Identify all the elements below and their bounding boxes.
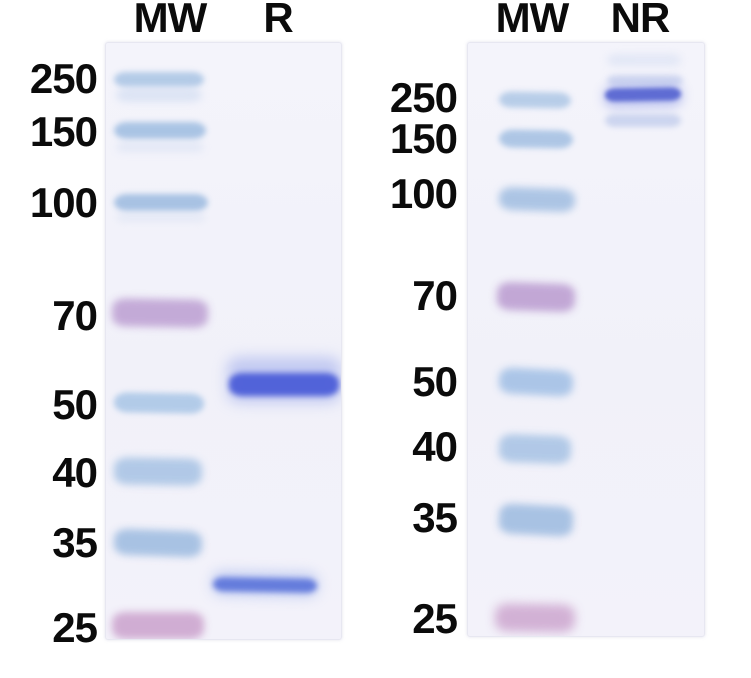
gel-non-reduced-lane-label-nr: NR <box>610 0 671 41</box>
gel-non-reduced-lane-mw-band-250 <box>498 91 572 109</box>
gel-reduced-lane-r-band-lower <box>212 577 318 593</box>
gel-reduced-lane-mw-band-50 <box>113 392 205 414</box>
gel-non-reduced-lane-label-mw: MW <box>495 0 570 41</box>
gel-non-reduced-lane-mw-band-35 <box>498 503 574 537</box>
gel-non-reduced-lane-mw-band-150 <box>498 129 574 149</box>
gel-non-reduced-lane-nr-band-smear-top <box>607 54 681 66</box>
gel-non-reduced-lane-nr-band-upper-faint <box>607 75 683 86</box>
gel-reduced-marker-label-100: 100 <box>29 179 98 226</box>
gel-reduced-marker-label-25: 25 <box>52 604 98 651</box>
gel-non-reduced-marker-label-25: 25 <box>412 595 458 642</box>
gel-reduced-marker-label-35: 35 <box>52 519 98 566</box>
gel-non-reduced-lane-mw-band-50 <box>498 367 574 397</box>
gel-reduced-marker-label-250: 250 <box>29 55 98 102</box>
gel-non-reduced-lane-mw-band-25 <box>494 603 576 633</box>
gel-reduced-marker-label-50: 50 <box>52 381 98 428</box>
gel-reduced-lane-mw-band-150 <box>114 122 206 139</box>
gel-non-reduced-marker-label-150: 150 <box>389 115 458 162</box>
gel-reduced-lane-mw-band-250 <box>114 72 204 87</box>
gel-non-reduced-marker-label-100: 100 <box>389 170 458 217</box>
gel-non-reduced-marker-label-70: 70 <box>412 272 458 319</box>
gel-non-reduced-lane-mw-band-40 <box>498 433 572 465</box>
gel-non-reduced-marker-label-40: 40 <box>412 423 458 470</box>
gel-reduced <box>105 42 342 640</box>
gel-reduced-lane-mw-band-35 <box>113 528 203 558</box>
gel-non-reduced-lane-nr-band-lower-faint <box>605 114 681 127</box>
gel-reduced-lane-mw-band-25 <box>112 612 204 639</box>
gel-reduced-marker-label-150: 150 <box>29 108 98 155</box>
gel-non-reduced <box>467 42 705 637</box>
gel-non-reduced-marker-label-35: 35 <box>412 494 458 541</box>
gel-reduced-lane-mw-band-250-wash <box>116 88 202 102</box>
gel-reduced-lane-mw-band-100 <box>114 194 208 211</box>
gel-reduced-lane-mw-band-70 <box>111 298 209 328</box>
gel-reduced-marker-label-70: 70 <box>52 292 98 339</box>
gel-non-reduced-lane-mw-band-100 <box>498 186 576 213</box>
gel-non-reduced-lane-mw-band-70 <box>496 281 576 313</box>
gel-non-reduced-marker-label-250: 250 <box>389 74 458 121</box>
gel-non-reduced-lane-nr-band-main <box>604 87 682 102</box>
gel-reduced-lane-mw-band-150-wash <box>116 142 204 152</box>
gel-reduced-marker-label-40: 40 <box>52 449 98 496</box>
gel-reduced-lane-label-mw: MW <box>133 0 208 41</box>
gel-reduced-lane-mw-band-40 <box>113 457 203 486</box>
gel-reduced-lane-mw-band-100-wash <box>116 213 206 222</box>
gel-reduced-lane-r-band-main <box>229 373 339 396</box>
gel-non-reduced-marker-label-50: 50 <box>412 358 458 405</box>
gel-reduced-lane-label-r: R <box>263 0 293 41</box>
